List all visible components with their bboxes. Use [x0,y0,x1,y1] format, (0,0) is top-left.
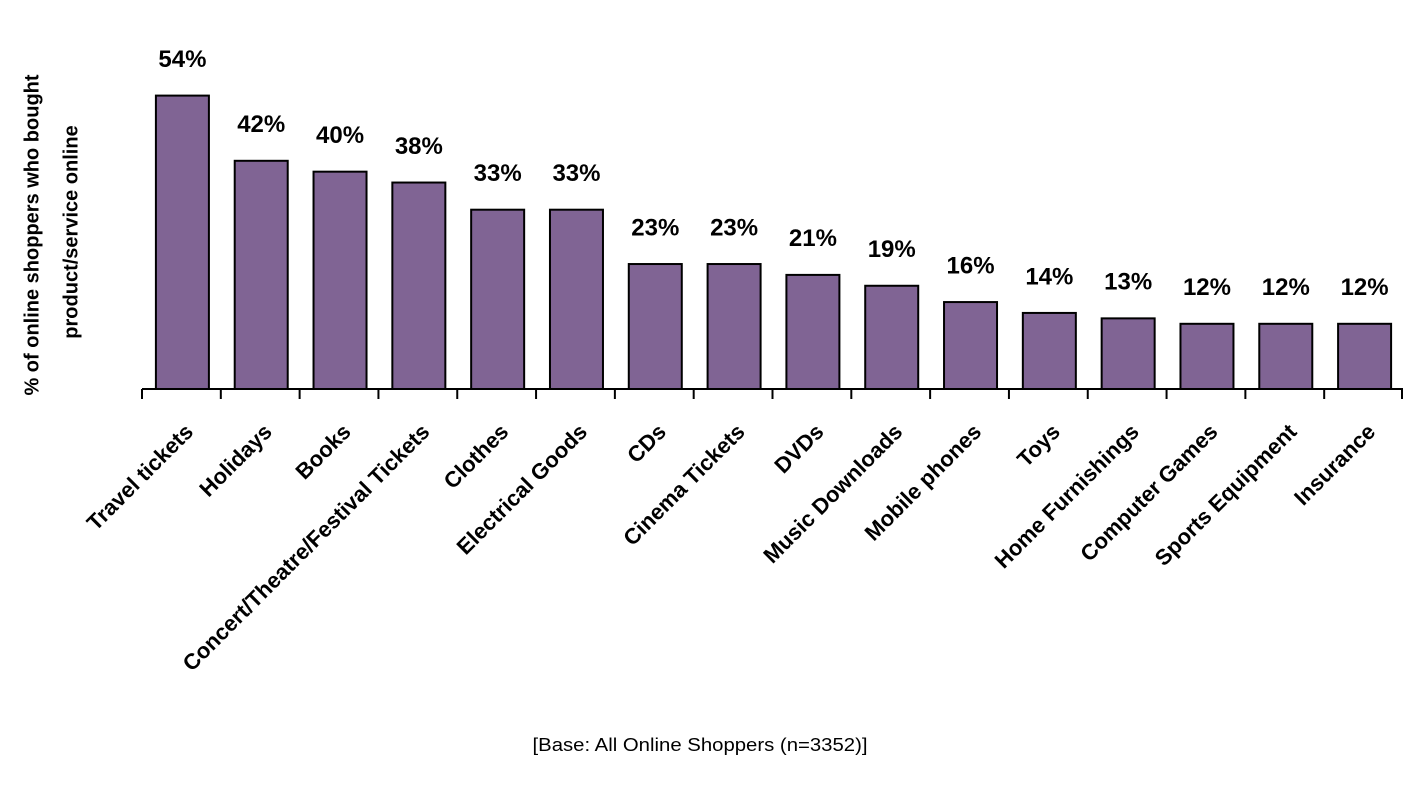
y-axis-label: % of online shoppers who bought [21,74,43,395]
bar [154,94,210,390]
x-tick-label: Travel tickets [82,419,198,535]
x-tick-label: DVDs [769,419,828,478]
x-tick-label: Books [290,419,355,484]
x-tick-label: Sports Equipment [1150,418,1302,570]
bar [312,170,368,390]
value-label: 23% [631,214,679,241]
value-label: 38% [395,133,443,160]
value-label: 54% [158,46,206,73]
x-tick-label: Home Furnishings [990,419,1144,573]
x-tick-label: CDs [622,419,671,468]
bar [1258,322,1314,390]
value-label: 16% [947,252,995,279]
value-label: 21% [789,225,837,252]
bar [706,263,762,390]
value-label: 14% [1025,263,1073,290]
x-tick-label: Music Downloads [758,419,907,568]
x-tick-label: Insurance [1289,419,1380,510]
value-label: 33% [474,160,522,187]
value-label: 19% [868,236,916,263]
bar [233,159,289,390]
value-label: 13% [1104,269,1152,296]
value-label: 42% [237,111,285,138]
value-label: 12% [1262,274,1310,301]
bar [470,208,526,390]
x-tick-label: Clothes [439,419,514,494]
y-axis-label: product/service online [60,125,82,338]
x-tick-label: Toys [1012,419,1065,472]
bar [391,181,447,390]
value-label: 12% [1183,274,1231,301]
bar [785,273,841,390]
bar [1337,322,1393,390]
bar [548,208,604,390]
x-tick-label: Computer Games [1075,419,1222,566]
bar [864,284,920,390]
x-tick-label: Electrical Goods [452,419,592,559]
value-label: 12% [1341,274,1389,301]
value-label: 40% [316,122,364,149]
value-label: 23% [710,214,758,241]
bar [1179,322,1235,390]
value-label: 33% [552,160,600,187]
x-tick-label: Holidays [194,419,277,502]
bar [627,263,683,390]
footnote: [Base: All Online Shoppers (n=3352)] [533,735,868,755]
bar [943,301,999,391]
bar [1021,311,1077,390]
bar [1100,317,1156,390]
